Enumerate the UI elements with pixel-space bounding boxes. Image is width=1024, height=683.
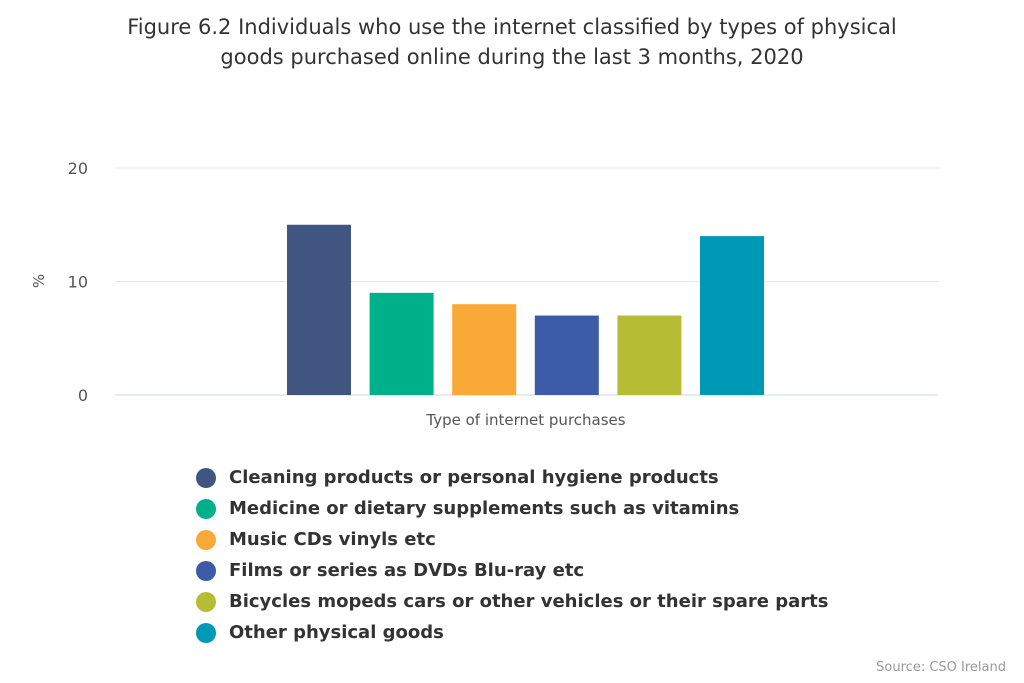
legend-label: Medicine or dietary supplements such as … (229, 498, 740, 519)
legend-label: Other physical goods (229, 622, 444, 643)
source-credit: Source: CSO Ireland (876, 660, 1006, 675)
y-axis-label: % (30, 274, 48, 288)
legend-marker-icon (196, 529, 216, 550)
legend-label: Films or series as DVDs Blu-ray etc (229, 560, 585, 581)
legend: Cleaning products or personal hygiene pr… (196, 462, 828, 648)
legend-marker-icon (196, 622, 216, 643)
chart-title-line-1: Figure 6.2 Individuals who use the inter… (127, 15, 897, 39)
legend-item[interactable]: Medicine or dietary supplements such as … (196, 493, 828, 524)
legend-item[interactable]: Cleaning products or personal hygiene pr… (196, 462, 828, 493)
bar-2[interactable] (369, 292, 434, 395)
bar-4[interactable] (534, 315, 599, 395)
legend-marker-icon (196, 498, 216, 519)
legend-label: Bicycles mopeds cars or other vehicles o… (229, 591, 829, 612)
legend-item[interactable]: Bicycles mopeds cars or other vehicles o… (196, 586, 828, 617)
bar-6[interactable] (700, 236, 764, 395)
chart: Figure 6.2 Individuals who use the inter… (30, 15, 938, 429)
y-tick-label: 20 (68, 159, 88, 178)
legend-item[interactable]: Other physical goods (196, 617, 828, 648)
bar-3[interactable] (452, 304, 517, 395)
legend-marker-icon (196, 467, 216, 488)
bar-1[interactable] (287, 224, 351, 395)
legend-label: Music CDs vinyls etc (229, 529, 436, 550)
legend-item[interactable]: Films or series as DVDs Blu-ray etc (196, 555, 828, 586)
x-axis-label: Type of internet purchases (425, 411, 625, 429)
y-tick-label: 10 (68, 273, 88, 292)
legend-marker-icon (196, 591, 216, 612)
legend-item[interactable]: Music CDs vinyls etc (196, 524, 828, 555)
y-tick-label: 0 (78, 386, 88, 405)
chart-title-line-2: goods purchased online during the last 3… (220, 45, 803, 69)
legend-marker-icon (196, 560, 216, 581)
bar-5[interactable] (617, 315, 682, 395)
legend-label: Cleaning products or personal hygiene pr… (229, 467, 719, 488)
